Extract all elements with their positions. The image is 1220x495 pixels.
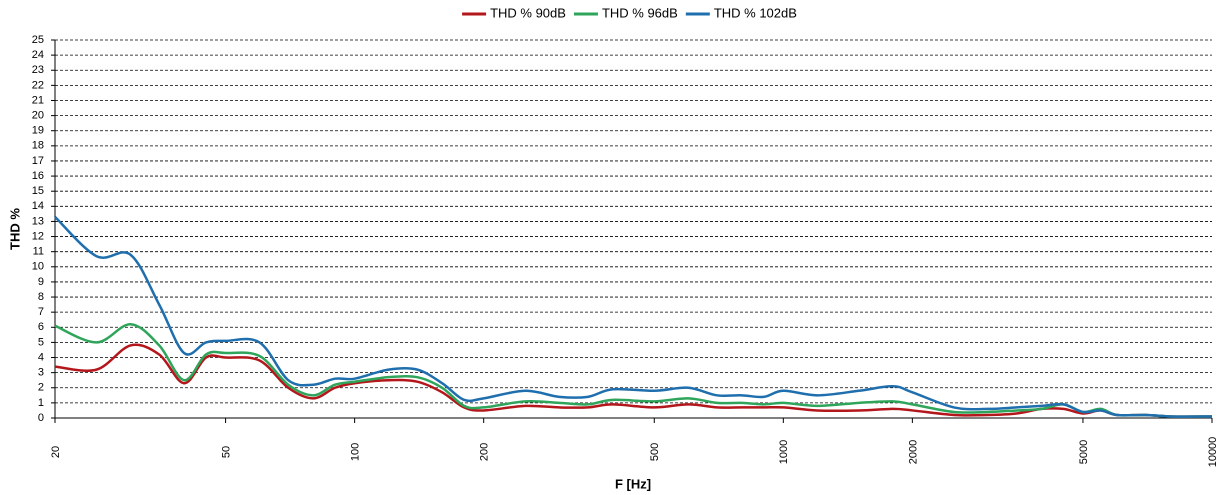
- y-tick-label: 2: [38, 382, 44, 394]
- y-tick-label: 7: [38, 306, 44, 318]
- y-tick-label: 3: [38, 367, 44, 379]
- x-tick-label: 10000: [1207, 437, 1219, 468]
- y-tick-label: 19: [32, 125, 44, 137]
- x-tick-label: 20: [50, 446, 62, 458]
- y-tick-label: 16: [32, 170, 44, 182]
- y-tick-label: 12: [32, 230, 44, 242]
- x-tick-label: 5000: [1078, 440, 1090, 464]
- y-tick-label: 1: [38, 397, 44, 409]
- y-tick-label: 9: [38, 276, 44, 288]
- x-tick-label: 1000: [778, 440, 790, 464]
- y-tick-label: 14: [32, 200, 44, 212]
- y-tick-label: 20: [32, 110, 44, 122]
- legend-label: THD % 90dB: [490, 5, 566, 20]
- y-tick-label: 5: [38, 336, 44, 348]
- x-tick-label: 50: [220, 446, 232, 458]
- y-tick-label: 13: [32, 215, 44, 227]
- y-tick-label: 18: [32, 140, 44, 152]
- x-tick-label: 2000: [907, 440, 919, 464]
- x-axis-title: F [Hz]: [615, 476, 651, 491]
- y-tick-label: 4: [38, 351, 44, 363]
- y-tick-label: 17: [32, 155, 44, 167]
- legend: THD % 90dB THD % 96dB THD % 102dB: [462, 5, 797, 20]
- y-tick-label: 10: [32, 261, 44, 273]
- legend-label: THD % 102dB: [714, 5, 797, 20]
- legend-label: THD % 96dB: [602, 5, 678, 20]
- x-tick-label: 500: [649, 443, 661, 461]
- y-tick-label: 23: [32, 64, 44, 76]
- y-tick-label: 21: [32, 94, 44, 106]
- x-tick-label: 100: [350, 443, 362, 461]
- x-tick-label: 200: [479, 443, 491, 461]
- series-line: [54, 215, 1213, 418]
- y-tick-label: 0: [38, 412, 44, 424]
- y-tick-label: 11: [33, 246, 44, 258]
- y-tick-label: 22: [32, 79, 44, 91]
- series-line: [54, 323, 1213, 418]
- y-tick-label: 15: [32, 185, 44, 197]
- y-tick-label: 25: [32, 34, 44, 46]
- y-tick-label: 6: [38, 321, 44, 333]
- y-tick-label: 24: [32, 49, 44, 61]
- y-axis-title: THD %: [7, 208, 22, 250]
- y-tick-label: 8: [38, 291, 44, 303]
